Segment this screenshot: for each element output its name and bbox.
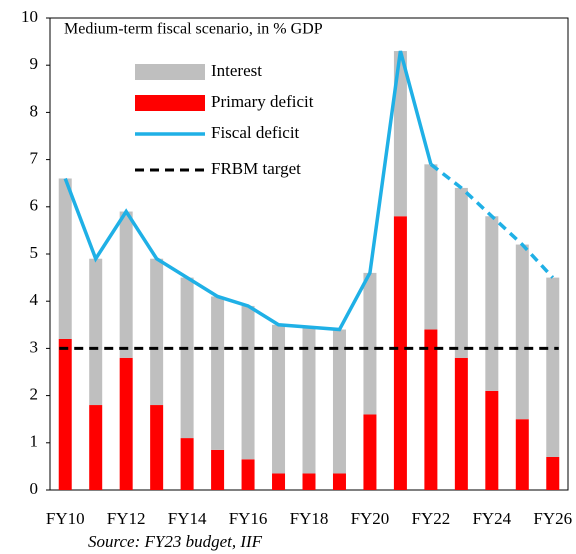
bar-segment [119,357,133,490]
y-tick-label: 7 [30,149,39,168]
bar-segment [515,419,529,490]
source: Source: FY23 budget, IIF [88,532,263,551]
bar-segment [89,405,103,490]
bar-segment [546,456,560,490]
y-tick-label: 0 [30,479,39,498]
annotation: Medium-term fiscal scenario, in % GDP [64,21,323,38]
bar-segment [424,329,438,490]
y-tick-label: 9 [30,54,39,73]
legend-swatch [135,95,205,111]
bar-segment [332,473,346,490]
legend-label: FRBM target [211,159,301,178]
x-tick-label: FY22 [412,509,451,528]
y-tick-label: 6 [30,196,39,215]
x-tick-label: FY26 [533,509,572,528]
bar-segment [332,329,346,474]
bar-segment [485,216,499,391]
bar-segment [454,187,468,358]
x-tick-label: FY10 [46,509,85,528]
x-tick-label: FY12 [107,509,146,528]
bar-segment [515,244,529,420]
bar-segment [180,438,194,490]
x-tick-label: FY20 [351,509,390,528]
bar-segment [272,324,286,474]
x-tick-label: FY18 [290,509,329,528]
bar-segment [241,305,255,460]
bar-segment [241,459,255,490]
bar-segment [272,473,286,490]
bar-segment [150,258,164,406]
bar-segment [302,473,316,490]
bar-segment [485,390,499,490]
line [429,162,555,279]
bar-segment [424,164,438,330]
x-tick-label: FY14 [168,509,207,528]
legend-swatch [135,64,205,80]
bar-segment [454,357,468,490]
bar-segment [393,216,407,491]
y-tick-label: 5 [30,243,39,262]
bar-segment [180,277,194,439]
bar-segment [393,51,407,217]
line [63,50,433,332]
y-tick-label: 8 [30,101,39,120]
x-tick-label: FY24 [472,509,511,528]
x-tick-label: FY16 [229,509,268,528]
y-tick-label: 10 [21,7,38,26]
y-tick-label: 1 [30,432,39,451]
bar-segment [89,258,103,406]
bar-segment [58,178,72,339]
y-tick-label: 3 [30,337,39,356]
bar-segment [363,272,377,415]
bar-segment [546,277,560,457]
legend-label: Primary deficit [211,92,314,111]
legend-label: Fiscal deficit [211,123,300,142]
bar-segment [363,414,377,490]
bar-segment [211,449,225,490]
bar-segment [150,405,164,490]
bar-segment [302,327,316,474]
legend-label: Interest [211,61,262,80]
y-tick-label: 2 [30,385,39,404]
y-tick-label: 4 [30,290,39,309]
bar-segment [211,296,225,450]
bar-segment [119,211,133,358]
bar-segment [58,338,72,490]
